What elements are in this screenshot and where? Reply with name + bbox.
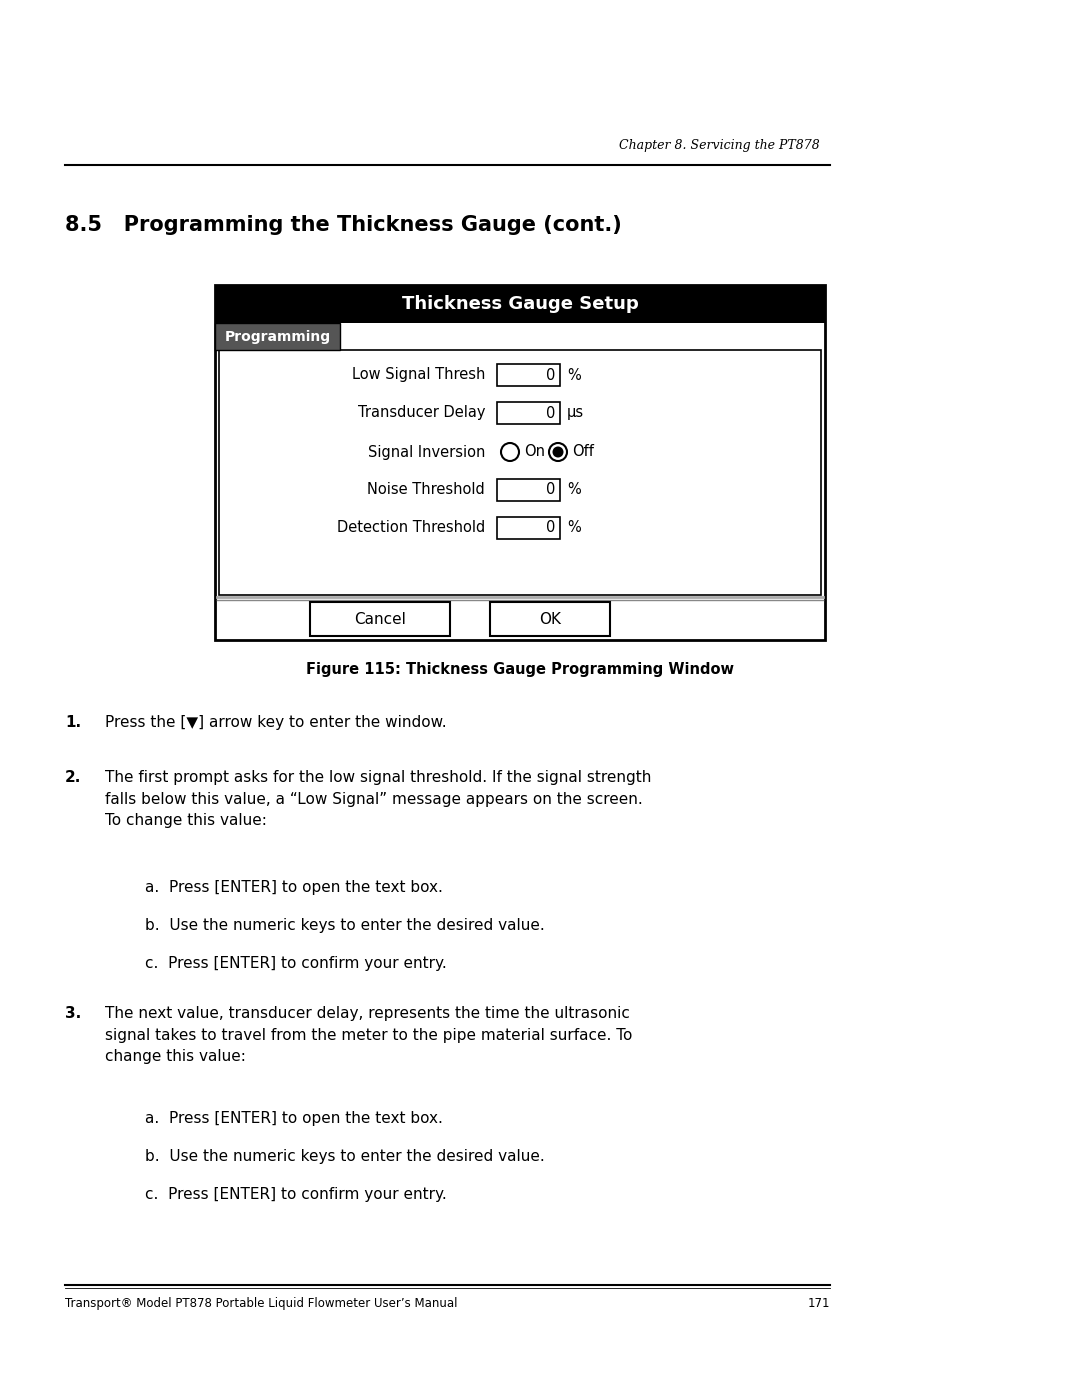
Text: 0: 0 xyxy=(545,405,555,420)
Text: Low Signal Thresh: Low Signal Thresh xyxy=(352,367,485,383)
Text: μs: μs xyxy=(567,405,584,420)
Text: Figure 115: Thickness Gauge Programming Window: Figure 115: Thickness Gauge Programming … xyxy=(306,662,734,678)
Text: Transducer Delay: Transducer Delay xyxy=(357,405,485,420)
Text: The next value, transducer delay, represents the time the ultrasonic
signal take: The next value, transducer delay, repres… xyxy=(105,1006,633,1065)
Text: %: % xyxy=(567,367,581,383)
FancyBboxPatch shape xyxy=(490,602,610,636)
FancyBboxPatch shape xyxy=(219,351,821,595)
Text: 1.: 1. xyxy=(65,715,81,731)
FancyBboxPatch shape xyxy=(497,479,561,502)
Text: Chapter 8. Servicing the PT878: Chapter 8. Servicing the PT878 xyxy=(619,138,820,152)
Text: Detection Threshold: Detection Threshold xyxy=(337,521,485,535)
FancyBboxPatch shape xyxy=(215,285,825,323)
Text: Thickness Gauge Setup: Thickness Gauge Setup xyxy=(402,295,638,313)
Text: %: % xyxy=(567,482,581,497)
Text: 2.: 2. xyxy=(65,770,81,785)
FancyBboxPatch shape xyxy=(215,285,825,640)
Text: Off: Off xyxy=(572,444,594,460)
Text: b.  Use the numeric keys to enter the desired value.: b. Use the numeric keys to enter the des… xyxy=(145,1148,544,1164)
Text: %: % xyxy=(567,521,581,535)
Text: a.  Press [ENTER] to open the text box.: a. Press [ENTER] to open the text box. xyxy=(145,880,443,895)
Text: On: On xyxy=(524,444,545,460)
Text: Signal Inversion: Signal Inversion xyxy=(367,444,485,460)
Text: Transport® Model PT878 Portable Liquid Flowmeter User’s Manual: Transport® Model PT878 Portable Liquid F… xyxy=(65,1296,458,1310)
FancyBboxPatch shape xyxy=(497,517,561,539)
Text: OK: OK xyxy=(539,612,561,626)
Text: Noise Threshold: Noise Threshold xyxy=(367,482,485,497)
Text: 0: 0 xyxy=(545,521,555,535)
Text: Press the [▼] arrow key to enter the window.: Press the [▼] arrow key to enter the win… xyxy=(105,715,447,731)
Text: c.  Press [ENTER] to confirm your entry.: c. Press [ENTER] to confirm your entry. xyxy=(145,956,447,971)
Text: 171: 171 xyxy=(808,1296,831,1310)
FancyBboxPatch shape xyxy=(497,365,561,386)
FancyBboxPatch shape xyxy=(215,323,340,351)
Text: c.  Press [ENTER] to confirm your entry.: c. Press [ENTER] to confirm your entry. xyxy=(145,1187,447,1201)
Text: a.  Press [ENTER] to open the text box.: a. Press [ENTER] to open the text box. xyxy=(145,1111,443,1126)
Text: The first prompt asks for the low signal threshold. If the signal strength
falls: The first prompt asks for the low signal… xyxy=(105,770,651,828)
Text: Cancel: Cancel xyxy=(354,612,406,626)
FancyBboxPatch shape xyxy=(497,402,561,425)
Text: Programming: Programming xyxy=(225,330,330,344)
Text: 3.: 3. xyxy=(65,1006,81,1021)
FancyBboxPatch shape xyxy=(310,602,450,636)
Text: b.  Use the numeric keys to enter the desired value.: b. Use the numeric keys to enter the des… xyxy=(145,918,544,933)
Text: 8.5   Programming the Thickness Gauge (cont.): 8.5 Programming the Thickness Gauge (con… xyxy=(65,215,622,235)
Circle shape xyxy=(553,447,564,457)
Text: 0: 0 xyxy=(545,482,555,497)
Text: 0: 0 xyxy=(545,367,555,383)
